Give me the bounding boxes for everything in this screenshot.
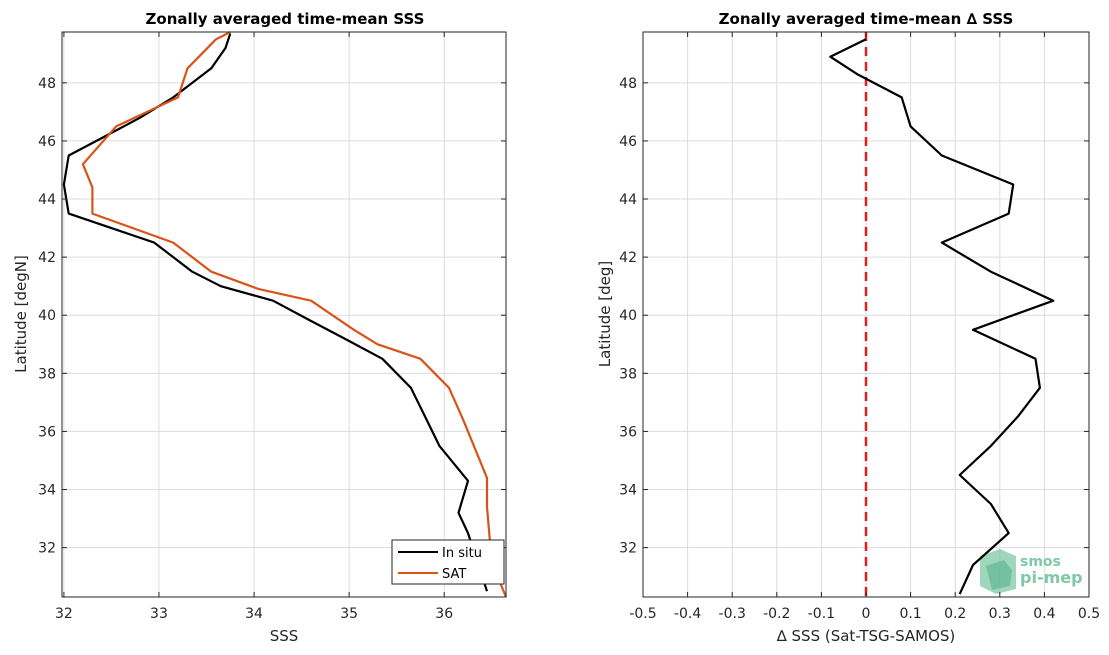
- right-x-tick-label: 0: [862, 606, 871, 622]
- left-y-tick-label: 48: [38, 76, 56, 92]
- left-series-line-sat: [81, 31, 508, 598]
- right-x-tick-label: -0.1: [808, 606, 835, 622]
- right-x-tick-label: -0.4: [674, 606, 701, 622]
- right-series-line-series-0: [829, 38, 1055, 595]
- left-y-tick-label: 32: [38, 541, 56, 557]
- right-y-tick-label: 46: [619, 134, 637, 150]
- right-y-tick-label: 34: [619, 483, 637, 499]
- left-y-axis-label: Latitude [degN]: [12, 255, 30, 373]
- left-series-line-in-situ: [62, 33, 489, 592]
- right-y-tick-label: 40: [619, 308, 637, 324]
- right-y-axis-label: Latitude [deg]: [596, 261, 614, 367]
- left-x-tick-label: 34: [245, 606, 263, 622]
- right-x-tick-label: 0.5: [1078, 606, 1100, 622]
- left-axes-frame: [61, 31, 507, 598]
- delta-sss-chart: Zonally averaged time-mean ∆ SSS smos pi…: [596, 10, 1100, 645]
- left-x-tick-label: 33: [150, 606, 168, 622]
- right-x-tick-label: -0.5: [629, 606, 656, 622]
- right-y-ticks: 32 34 36 38 40 42 44 46 48: [619, 76, 1089, 557]
- right-y-tick-label: 42: [619, 250, 637, 266]
- right-y-tick-label: 48: [619, 76, 637, 92]
- left-chart-title: Zonally averaged time-mean SSS: [146, 10, 425, 28]
- right-x-tick-label: 0.1: [899, 606, 921, 622]
- right-y-tick-label: 38: [619, 366, 637, 382]
- right-x-axis-label: ∆ SSS (Sat-TSG-SAMOS): [776, 627, 956, 645]
- smos-pi-mep-logo: smos pi-mep: [980, 549, 1083, 594]
- logo-text-smos: smos: [1020, 554, 1061, 570]
- left-y-tick-label: 46: [38, 134, 56, 150]
- right-x-tick-label: 0.4: [1033, 606, 1055, 622]
- legend-box: [391, 539, 505, 585]
- left-x-tick-label: 35: [340, 606, 358, 622]
- sss-profile-chart: Zonally averaged time-mean SSS 32 33 34 35 3…: [12, 10, 508, 645]
- left-x-ticks: 32 33 34 35 36: [55, 32, 453, 622]
- left-y-tick-label: 36: [38, 424, 56, 440]
- left-y-tick-label: 42: [38, 250, 56, 266]
- right-x-tick-label: 0.2: [944, 606, 966, 622]
- right-x-ticks: -0.5 -0.4 -0.3 -0.2 -0.1 0 0.1 0.2 0.3 0.4 0.5: [629, 32, 1100, 622]
- left-x-tick-label: 32: [55, 606, 73, 622]
- left-y-tick-label: 44: [38, 192, 56, 208]
- right-y-tick-label: 32: [619, 541, 637, 557]
- left-x-axis-label: SSS: [270, 627, 299, 645]
- logo-text-pi-mep: pi-mep: [1020, 568, 1083, 587]
- logo-mark-detail: [986, 560, 1012, 590]
- left-y-tick-label: 34: [38, 483, 56, 499]
- right-y-tick-label: 36: [619, 424, 637, 440]
- left-series-group: [62, 31, 508, 598]
- legend-label-in-situ: In situ: [442, 546, 482, 561]
- right-x-tick-label: -0.3: [719, 606, 746, 622]
- right-series-group: [829, 38, 1055, 595]
- right-x-tick-label: -0.2: [763, 606, 790, 622]
- right-chart-title: Zonally averaged time-mean ∆ SSS: [719, 10, 1014, 28]
- legend-label-sat: SAT: [442, 567, 466, 582]
- left-y-tick-label: 38: [38, 366, 56, 382]
- left-x-tick-label: 36: [435, 606, 453, 622]
- left-y-ticks: 32 34 36 38 40 42 44 46 48: [38, 76, 506, 557]
- left-grid: [62, 32, 506, 597]
- legend: In situ SAT: [391, 539, 505, 585]
- left-y-tick-label: 40: [38, 308, 56, 324]
- left-plot-area: [62, 32, 506, 597]
- right-x-tick-label: 0.3: [989, 606, 1011, 622]
- right-y-tick-label: 44: [619, 192, 637, 208]
